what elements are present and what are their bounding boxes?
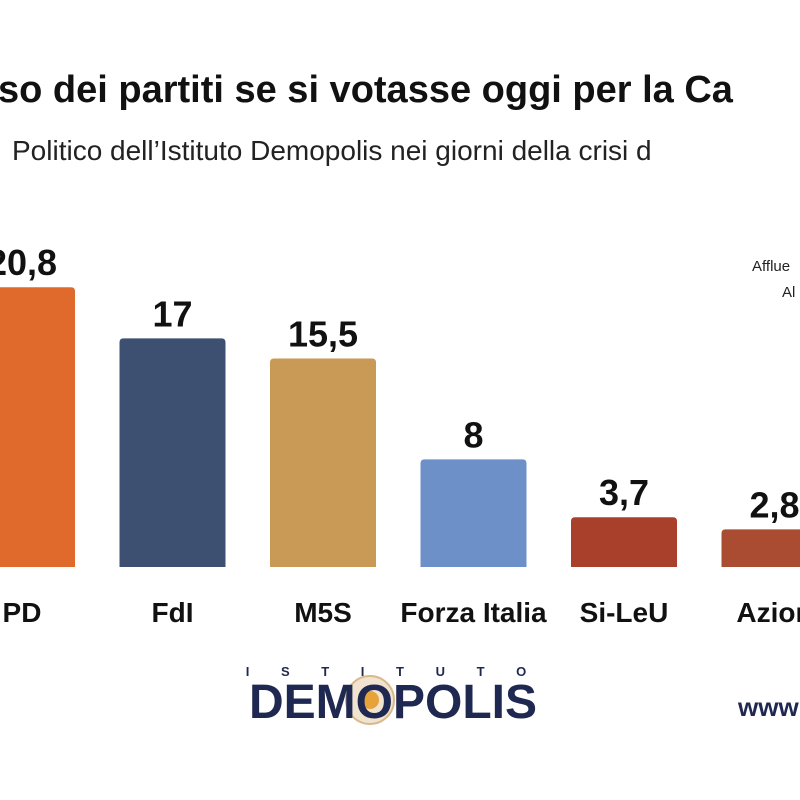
chart-subtitle: Politico dell’Istituto Demopolis nei gio… [12,135,652,166]
x-tick-label: M5S [294,597,352,628]
value-label: 8 [463,414,483,455]
bar [571,517,677,567]
bar [270,358,376,567]
value-label: 20,8 [0,242,57,283]
logo-top: I S T I T U T O [246,664,541,679]
bar [721,529,800,567]
annotation: Al [782,284,795,301]
logo-emblem-core [361,691,379,709]
x-tick-label: Si-LeU [580,597,669,628]
logo-name: DEMOPOLIS [249,676,537,729]
value-label: 17 [152,293,192,334]
x-tick-label: Forza Italia [400,597,547,628]
bar [0,287,75,567]
logo-url: www [737,692,799,722]
x-tick-label: Azion [736,597,800,628]
bar [420,459,527,567]
annotation: Afflue [752,258,790,275]
value-label: 3,7 [599,472,649,513]
x-tick-label: PD [3,597,42,628]
value-label: 2,8 [749,484,799,525]
chart-title: so dei partiti se si votasse oggi per la… [0,69,734,111]
x-tick-label: FdI [152,597,194,628]
bar [119,338,226,567]
value-label: 15,5 [288,314,358,355]
